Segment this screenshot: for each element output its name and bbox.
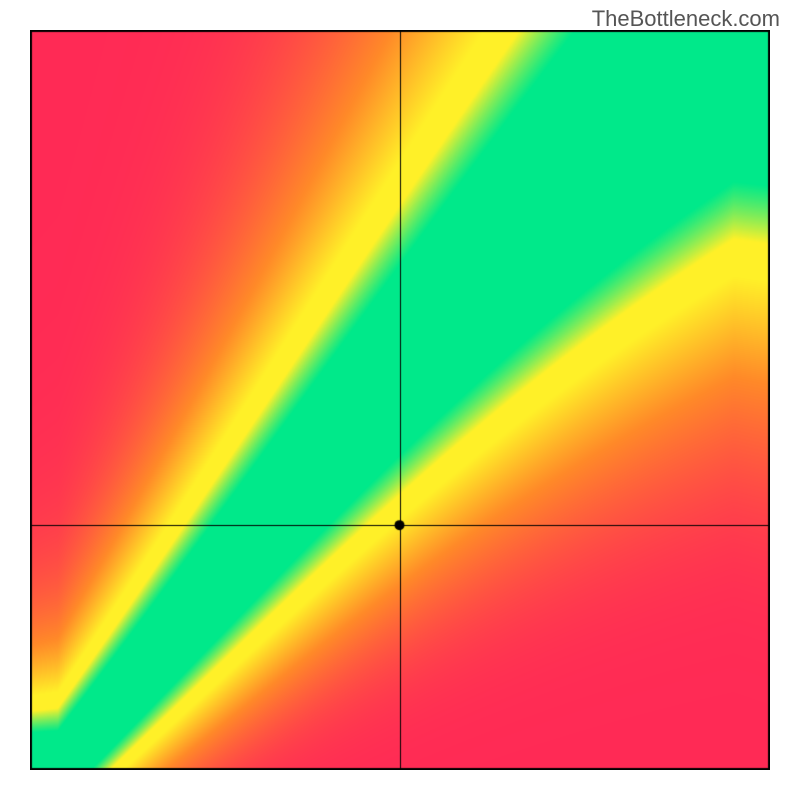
watermark-text: TheBottleneck.com [592, 6, 780, 32]
bottleneck-heatmap [30, 30, 770, 770]
chart-container: TheBottleneck.com [0, 0, 800, 800]
